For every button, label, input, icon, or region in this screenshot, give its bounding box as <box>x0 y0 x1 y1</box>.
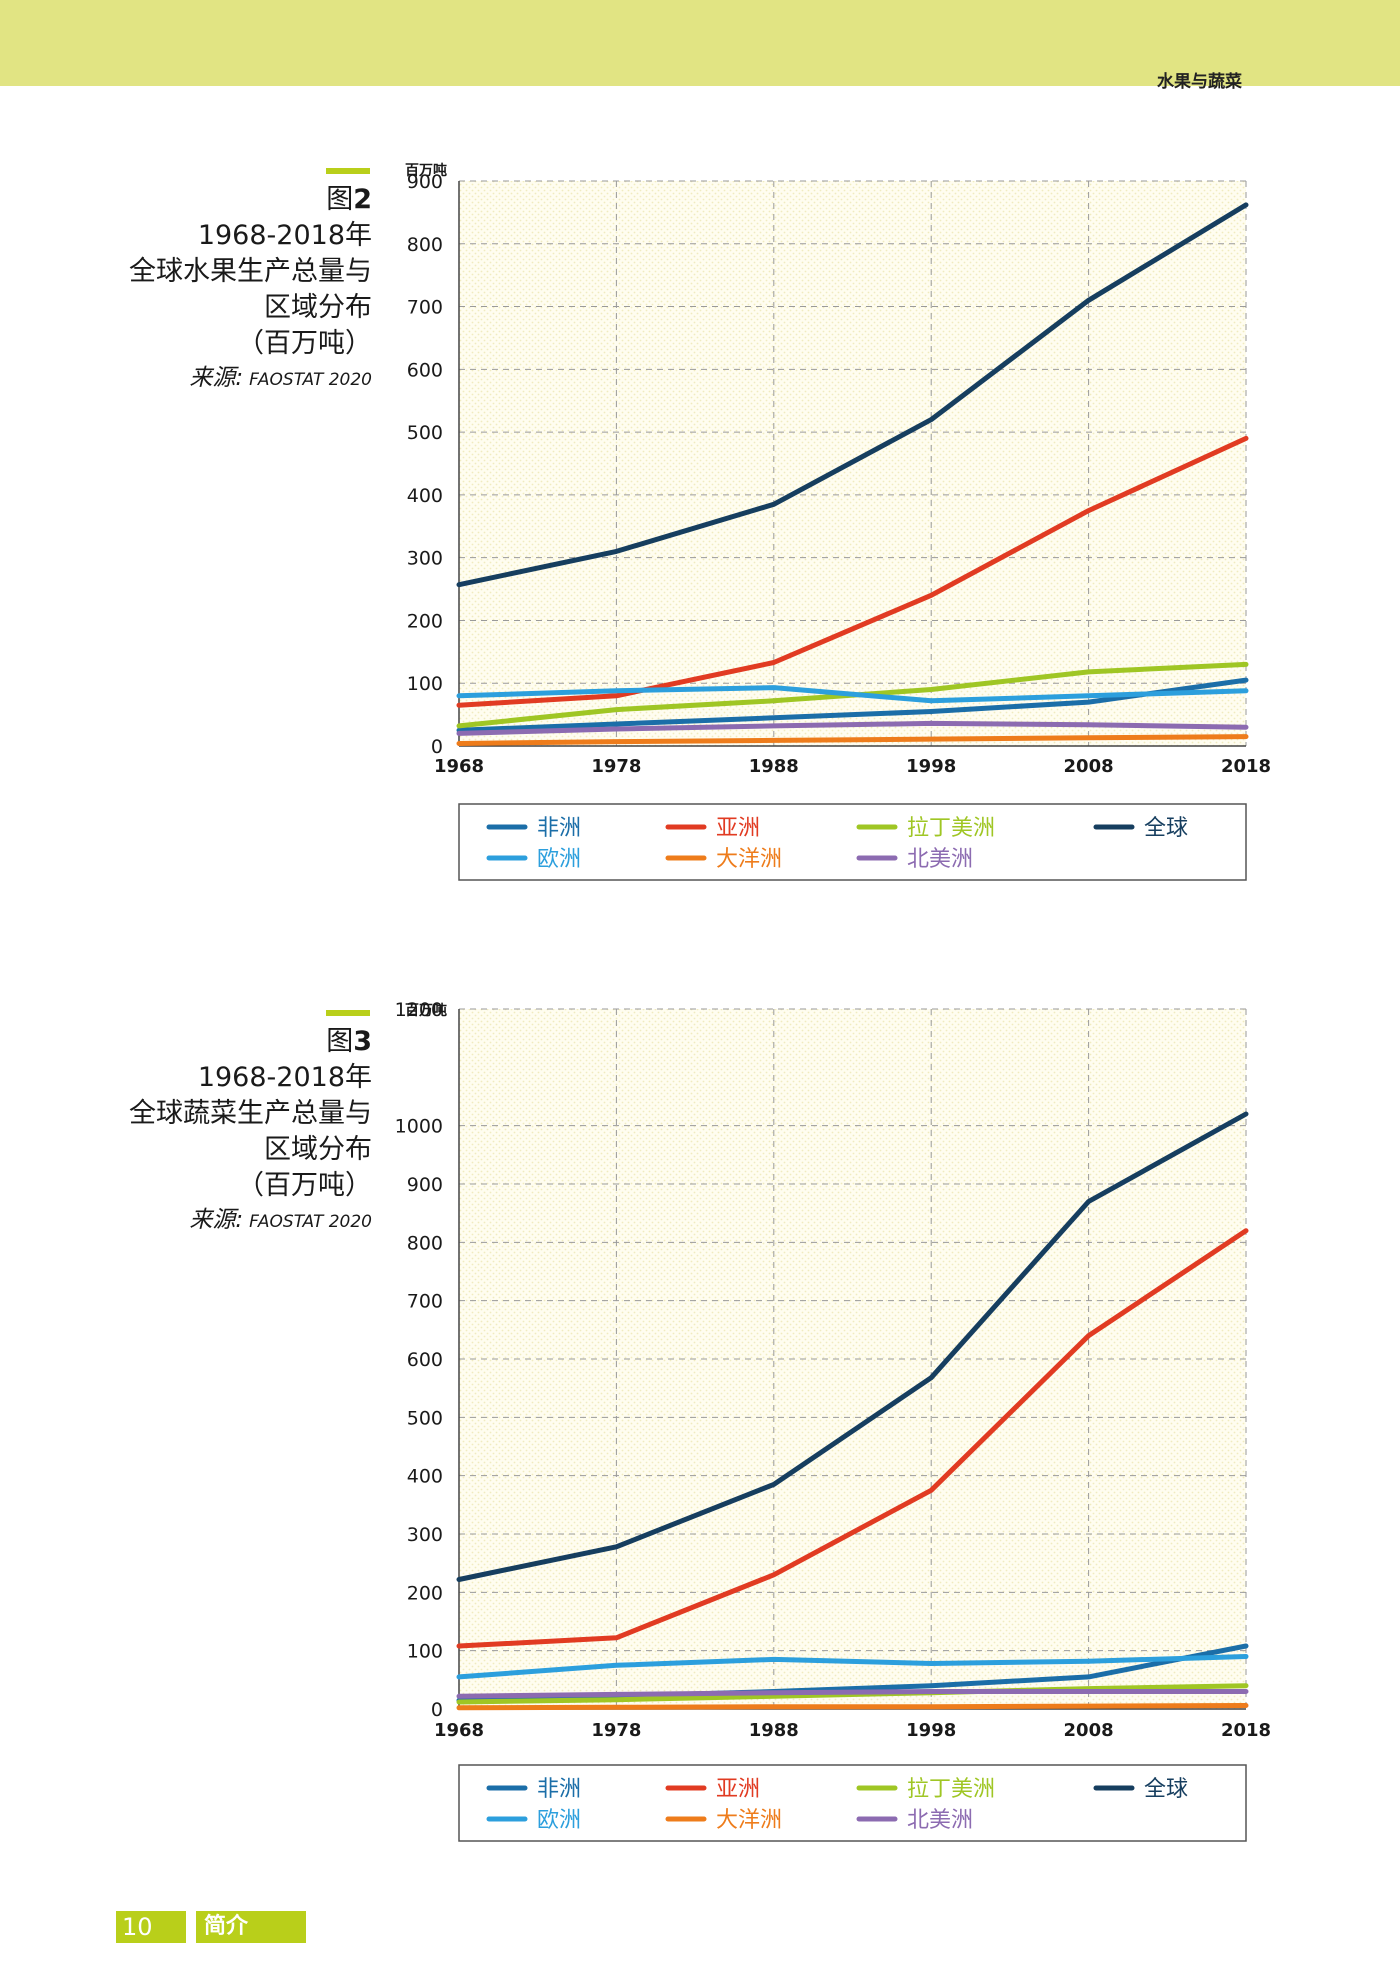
vegetable-production-chart: 0 100 200 300 400 500 600 700 800 900 1000 1200 1968… <box>395 999 1271 1842</box>
series-line <box>456 202 1249 588</box>
y-tick-label: 1200 <box>395 999 443 1021</box>
caption-source: 来源: FAOSTAT 2020 <box>189 365 372 391</box>
caption-line: 1968-2018年 <box>197 220 372 251</box>
y-tick-label: 300 <box>407 1524 443 1546</box>
x-tick-label: 2008 <box>1064 756 1114 777</box>
legend-label: 全球 <box>1144 816 1188 841</box>
x-tick-label: 1978 <box>591 756 641 777</box>
y-tick-label: 100 <box>407 1641 443 1663</box>
y-tick-label: 500 <box>407 1407 443 1429</box>
series-line <box>456 1111 1249 1582</box>
figure-label: 图3 <box>326 1026 372 1057</box>
legend-label: 北美洲 <box>907 847 973 872</box>
y-tick-label: 0 <box>431 1699 443 1721</box>
y-tick-label: 600 <box>407 1349 443 1371</box>
legend-box <box>458 803 1247 881</box>
x-tick-label: 2018 <box>1221 1720 1271 1741</box>
x-tick-label: 1998 <box>906 756 956 777</box>
legend-label: 全球 <box>1144 1777 1188 1802</box>
caption-accent-bar <box>326 168 370 174</box>
series-line <box>456 1654 1249 1680</box>
y-tick-label: 0 <box>431 736 443 758</box>
y-tick-label: 100 <box>407 673 443 695</box>
caption-line: 全球蔬菜生产总量与 <box>129 1098 372 1129</box>
y-tick-label: 700 <box>407 1291 443 1313</box>
y-tick-label: 200 <box>407 610 443 632</box>
legend-label: 拉丁美洲 <box>907 1777 995 1802</box>
legend-label: 亚洲 <box>716 816 760 841</box>
top-band <box>0 0 1400 86</box>
caption-line: （百万吨） <box>237 328 372 359</box>
caption-line: （百万吨） <box>237 1170 372 1201</box>
y-tick-label: 300 <box>407 548 443 570</box>
y-tick-label: 200 <box>407 1582 443 1604</box>
y-tick-label: 800 <box>407 234 443 256</box>
x-tick-label: 1978 <box>591 1720 641 1741</box>
series-line <box>456 435 1249 708</box>
figure-label: 图2 <box>326 184 372 215</box>
plot-area <box>459 1009 1246 1709</box>
legend-label: 非洲 <box>537 1777 581 1802</box>
y-unit-label: 百万吨 <box>405 162 447 179</box>
figure-3-caption: 图3 1968-2018年 全球蔬菜生产总量与 区域分布 （百万吨） 来源: FA… <box>0 1010 372 1238</box>
caption-line: 区域分布 <box>264 292 372 323</box>
series-line <box>456 677 1249 733</box>
x-tick-label: 2018 <box>1221 756 1271 777</box>
legend-box <box>458 1764 1247 1842</box>
legend-label: 大洋洲 <box>716 1808 782 1833</box>
figure-2-caption: 图2 1968-2018年 全球水果生产总量与 区域分布 （百万吨） 来源: FA… <box>0 168 372 396</box>
x-tick-label: 1968 <box>434 1720 484 1741</box>
legend-label: 欧洲 <box>537 1808 581 1833</box>
legend-label: 大洋洲 <box>716 847 782 872</box>
series-line <box>456 720 1249 736</box>
y-tick-label: 600 <box>407 359 443 381</box>
series-line <box>456 1703 1249 1711</box>
y-tick-label: 700 <box>407 297 443 319</box>
x-tick-label: 1998 <box>906 1720 956 1741</box>
series-line <box>456 685 1249 704</box>
y-tick-label: 1000 <box>395 1116 443 1138</box>
y-unit-label: 百万吨 <box>405 1002 447 1019</box>
legend-label: 北美洲 <box>907 1808 973 1833</box>
caption-accent-bar <box>326 1010 370 1016</box>
x-tick-label: 1988 <box>749 756 799 777</box>
legend-label: 欧洲 <box>537 847 581 872</box>
caption-source: 来源: FAOSTAT 2020 <box>189 1207 372 1233</box>
caption-line: 区域分布 <box>264 1134 372 1165</box>
y-tick-label: 800 <box>407 1232 443 1254</box>
x-tick-label: 1988 <box>749 1720 799 1741</box>
caption-line: 1968-2018年 <box>197 1062 372 1093</box>
y-tick-label: 400 <box>407 1466 443 1488</box>
legend-label: 非洲 <box>537 816 581 841</box>
caption-line: 全球水果生产总量与 <box>129 256 372 287</box>
y-tick-label: 500 <box>407 422 443 444</box>
y-tick-label: 900 <box>407 171 443 193</box>
section-title: 水果与蔬菜 <box>1157 72 1242 92</box>
page-number: 10 <box>116 1911 186 1943</box>
fruit-production-chart: 0 100 200 300 400 500 600 700 800 900 1968 1978 1988… <box>405 162 1271 881</box>
legend-label: 拉丁美洲 <box>907 816 995 841</box>
footer-section-title: 简介 <box>196 1911 306 1943</box>
y-tick-label: 900 <box>407 1174 443 1196</box>
series-line <box>456 1228 1249 1649</box>
series-line <box>456 734 1249 746</box>
series-line <box>456 1689 1249 1699</box>
legend-label: 亚洲 <box>716 1777 760 1802</box>
x-tick-label: 2008 <box>1064 1720 1114 1741</box>
x-tick-label: 1968 <box>434 756 484 777</box>
y-tick-label: 400 <box>407 485 443 507</box>
